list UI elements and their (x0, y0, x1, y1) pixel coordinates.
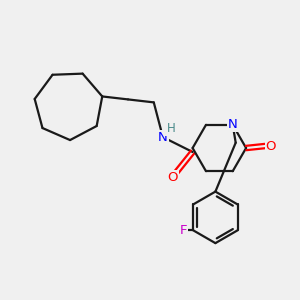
Text: O: O (266, 140, 276, 152)
Text: N: N (228, 118, 238, 131)
Text: N: N (158, 130, 168, 144)
Text: O: O (167, 171, 178, 184)
Text: F: F (179, 224, 187, 237)
Text: H: H (167, 122, 175, 135)
